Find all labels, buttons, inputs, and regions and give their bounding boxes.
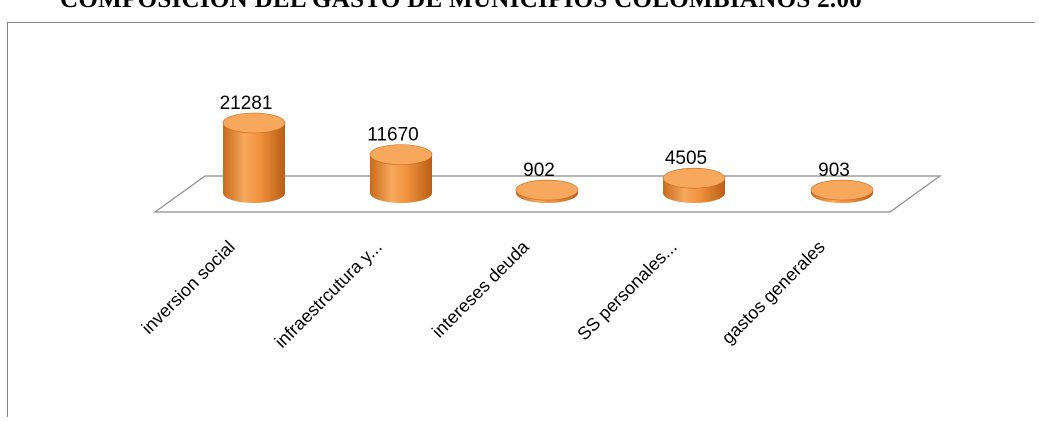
category-label: gastos generales: [718, 237, 829, 348]
chart-frame: [7, 22, 1035, 417]
chart-floor: [153, 175, 942, 213]
bar-4: [662, 167, 726, 203]
bar-5: [810, 179, 874, 203]
bar-body: [370, 154, 432, 203]
data-label: 902: [523, 160, 555, 181]
bar-top: [369, 144, 433, 165]
bar-body: [223, 123, 285, 203]
category-label: intereses deuda: [428, 236, 533, 341]
bar-2: [369, 144, 433, 203]
category-label: infraestrcutura y...: [271, 237, 386, 352]
category-label: inversion social: [138, 237, 239, 338]
data-label: 903: [818, 160, 850, 181]
bar-top: [515, 179, 579, 201]
data-labels-layer: 21281 11670 902 4505 903: [220, 93, 850, 181]
bars-layer: [222, 112, 874, 203]
bar-top: [222, 112, 286, 134]
bar-top: [810, 179, 874, 201]
chart-title: COMPOSICION DEL GASTO DE MUNICIPIOS COLO…: [60, 0, 1039, 14]
data-label: 21281: [220, 93, 273, 114]
category-label: SS personales...: [573, 237, 681, 345]
category-labels-layer: inversion social infraestrcutura y... inte…: [138, 236, 829, 352]
data-label: 11670: [367, 125, 418, 146]
bar-1: [222, 112, 286, 203]
data-label: 4505: [665, 148, 707, 169]
bar-3: [515, 179, 579, 203]
bar-top: [662, 167, 726, 189]
